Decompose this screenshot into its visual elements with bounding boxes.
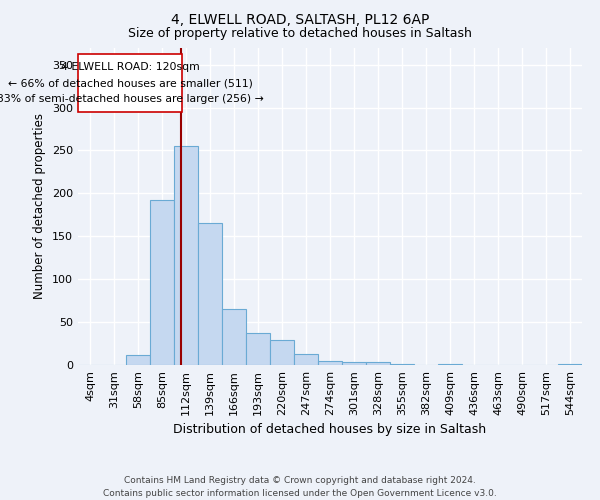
- Bar: [390, 364, 414, 365]
- Bar: [342, 362, 366, 365]
- Text: 4, ELWELL ROAD, SALTASH, PL12 6AP: 4, ELWELL ROAD, SALTASH, PL12 6AP: [171, 12, 429, 26]
- Bar: [318, 360, 342, 365]
- Bar: [126, 354, 150, 365]
- Bar: [174, 146, 198, 365]
- Bar: [558, 364, 582, 365]
- Bar: [438, 364, 462, 365]
- Bar: [294, 354, 318, 365]
- Bar: [366, 362, 390, 365]
- Bar: [198, 224, 222, 365]
- Bar: [150, 200, 174, 365]
- Bar: [270, 340, 294, 365]
- Text: Contains HM Land Registry data © Crown copyright and database right 2024.
Contai: Contains HM Land Registry data © Crown c…: [103, 476, 497, 498]
- Text: 33% of semi-detached houses are larger (256) →: 33% of semi-detached houses are larger (…: [0, 94, 263, 104]
- Text: 4 ELWELL ROAD: 120sqm: 4 ELWELL ROAD: 120sqm: [61, 62, 199, 72]
- FancyBboxPatch shape: [78, 54, 182, 112]
- Text: ← 66% of detached houses are smaller (511): ← 66% of detached houses are smaller (51…: [8, 78, 253, 88]
- Bar: [246, 333, 270, 365]
- Y-axis label: Number of detached properties: Number of detached properties: [34, 114, 46, 299]
- X-axis label: Distribution of detached houses by size in Saltash: Distribution of detached houses by size …: [173, 424, 487, 436]
- Text: Size of property relative to detached houses in Saltash: Size of property relative to detached ho…: [128, 28, 472, 40]
- Bar: [222, 309, 246, 365]
